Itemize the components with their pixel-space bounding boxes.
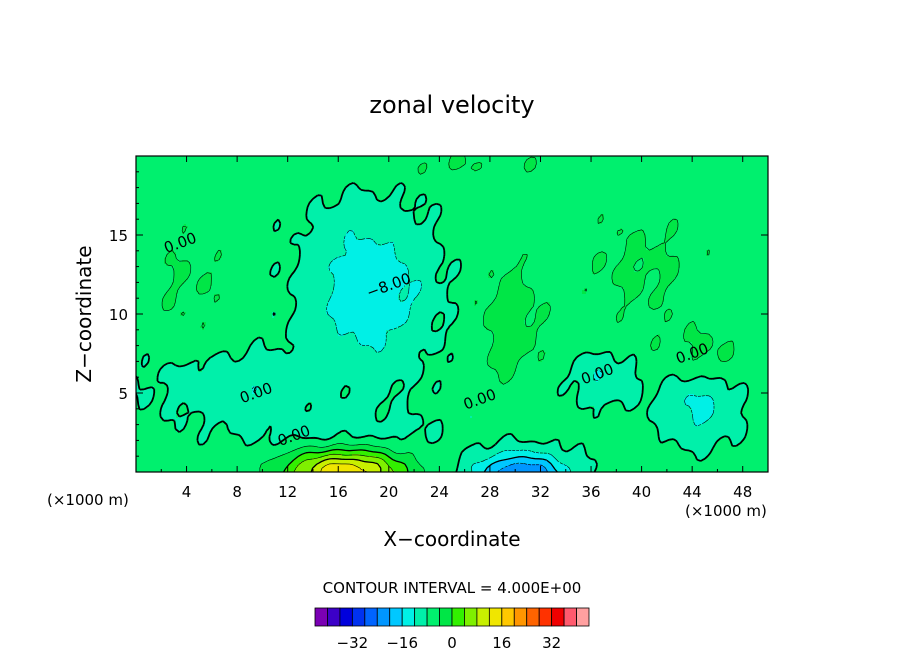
contour-level-line: [251, 230, 715, 472]
contour-interval-label: CONTOUR INTERVAL = 4.000E+00: [323, 579, 582, 597]
colorbar-swatch: [439, 607, 453, 627]
colorbar-swatch: [538, 607, 553, 627]
colorbar-swatch: [488, 607, 503, 627]
x-tick-label: 4: [182, 483, 192, 501]
x-tick-label: 32: [531, 483, 550, 501]
colorbar-swatch: [526, 607, 540, 627]
colorbar-swatch: [563, 607, 577, 627]
colorbar-swatch: [351, 607, 366, 627]
y-tick-label: 15: [109, 227, 128, 245]
contour-level-line: [161, 156, 735, 472]
colorbar-swatch: [576, 607, 590, 627]
contour-level-line: [310, 457, 382, 472]
x-tick-label: 44: [683, 483, 702, 501]
x-tick-label: 16: [329, 483, 348, 501]
colorbar-swatch: [414, 607, 428, 627]
x-tick-label: 28: [480, 483, 499, 501]
colorbar: [314, 607, 590, 627]
colorbar-tick-label: 16: [492, 634, 511, 652]
colorbar-swatch: [314, 607, 328, 627]
colorbar-swatch: [339, 607, 353, 627]
velocity-field: [136, 156, 768, 472]
plot-area: [136, 156, 768, 472]
colorbar-swatch: [513, 607, 528, 627]
colorbar-swatch: [364, 607, 378, 627]
colorbar-swatch: [426, 607, 440, 627]
x-axis-ticks: 4 8 12 16 20 24 28 32 36 40 44 48: [160, 156, 752, 501]
x-tick-label: 48: [733, 483, 752, 501]
x-tick-label: 36: [581, 483, 600, 501]
y-tick-label: 10: [109, 306, 128, 324]
colorbar-tick-label: 32: [542, 634, 561, 652]
colorbar-tick-label: −16: [386, 634, 418, 652]
x-tick-label: 12: [278, 483, 297, 501]
contour-level-line: [283, 448, 409, 472]
x-unit-left: (×1000 m): [47, 491, 129, 509]
colorbar-tick-label: 0: [447, 634, 457, 652]
x-tick-label: 8: [232, 483, 242, 501]
x-tick-label: 40: [632, 483, 651, 501]
colorbar-swatch: [501, 607, 515, 627]
colorbar-swatch: [401, 607, 416, 627]
colorbar-swatch: [451, 607, 465, 627]
y-axis-label: Z−coordinate: [72, 245, 96, 382]
contour-lines: [136, 156, 749, 472]
contour-level-line: [483, 455, 558, 472]
y-tick-label: 5: [118, 385, 128, 403]
contour-level-line: [136, 182, 749, 472]
x-tick-label: 20: [379, 483, 398, 501]
colorbar-tick-label: −32: [337, 634, 369, 652]
contour-labels: 0.00−8.000.000.000.000.000.00: [161, 229, 710, 450]
colorbar-swatch: [551, 607, 565, 627]
contour-level-line: [497, 462, 548, 472]
colorbar-swatch: [464, 607, 478, 627]
colorbar-swatch: [327, 607, 341, 627]
x-tick-label: 24: [430, 483, 449, 501]
chart-title: zonal velocity: [369, 91, 534, 119]
colorbar-swatch: [476, 607, 490, 627]
y-axis-ticks: 5 10 15: [109, 171, 768, 457]
colorbar-swatch: [376, 607, 391, 627]
x-axis-label: X−coordinate: [383, 527, 520, 551]
colorbar-tick-labels: −32 −16 0 16 32: [337, 634, 562, 652]
colorbar-swatch: [389, 607, 403, 627]
x-unit-right: (×1000 m): [685, 502, 767, 520]
